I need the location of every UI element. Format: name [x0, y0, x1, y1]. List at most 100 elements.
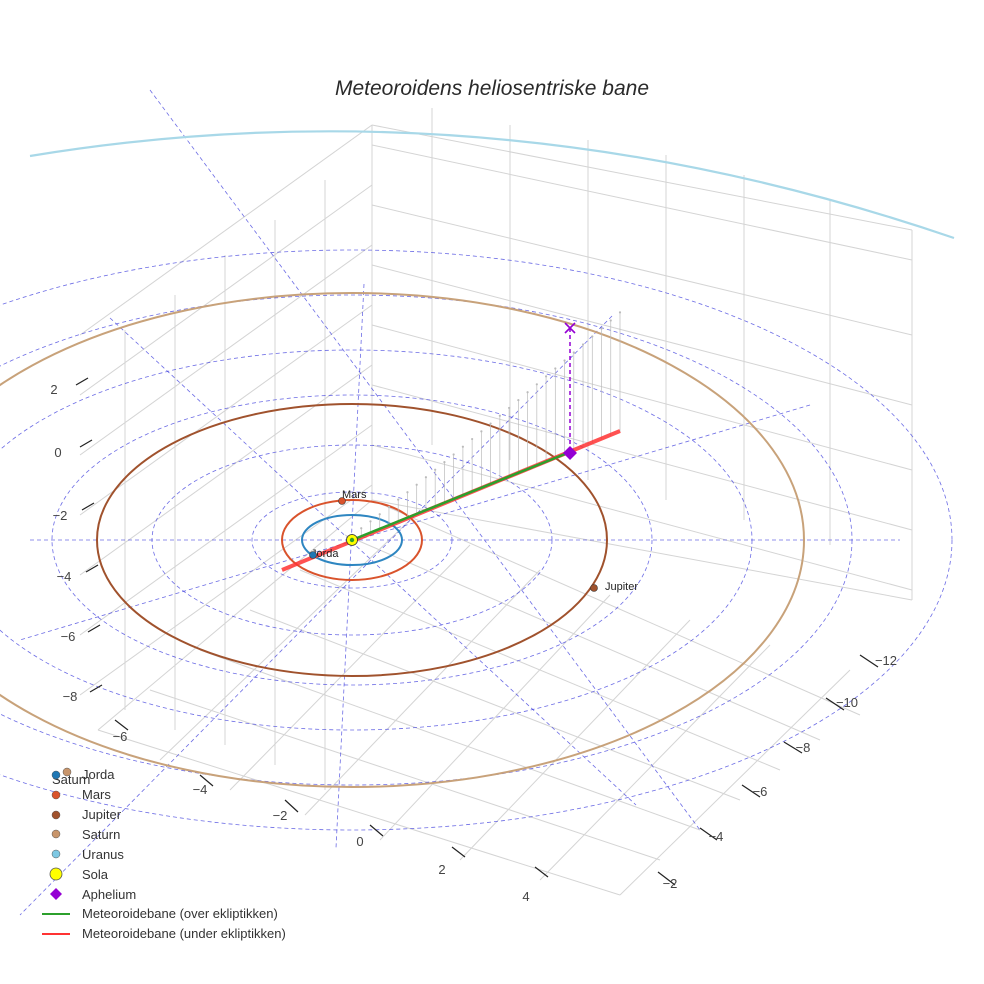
- jupiter-marker: [590, 584, 598, 592]
- mars-orbit: [281, 499, 423, 581]
- z-tick-mark-4: [87, 624, 101, 633]
- legend-label-saturn: Saturn: [82, 827, 120, 842]
- drop-line-marker: [369, 520, 372, 523]
- uranus-orbit: [29, 130, 955, 240]
- wall-grid-h-5: [371, 384, 913, 531]
- drop-line-marker: [544, 375, 548, 378]
- floor-grid-a-7: [619, 669, 851, 896]
- floor-grid-b-1: [149, 689, 661, 861]
- drop-line-marker: [471, 437, 474, 441]
- legend-label-sola: Sola: [82, 867, 109, 882]
- drop-line-marker: [618, 311, 622, 314]
- floor-grid-a-6: [539, 644, 771, 881]
- x-tick-label-5: −12: [875, 653, 897, 668]
- legend-overlap-saturn-label: Saturn: [52, 772, 90, 787]
- y-tick-label-4: 2: [438, 862, 445, 877]
- meteoroid-track-over: [351, 450, 571, 542]
- z-tick-label-3: −4: [57, 569, 72, 584]
- floor-grid-b-7: [371, 499, 913, 601]
- drop-line-marker: [397, 498, 400, 501]
- mars-label: Mars: [342, 489, 367, 501]
- saturn-orbit: [0, 292, 805, 788]
- legend-label-aphelium: Aphelium: [82, 887, 136, 902]
- floor-grid-a-2: [229, 544, 471, 791]
- wall-grid-h-1: [371, 144, 913, 261]
- z-tick-label-0: 2: [50, 382, 57, 397]
- y-tick-label-1: −4: [193, 782, 208, 797]
- drop-line-marker: [378, 513, 381, 516]
- z-tick-label-5: −8: [63, 689, 78, 704]
- drop-line-marker: [563, 359, 566, 362]
- leftwall-grid-h-6: [79, 484, 373, 696]
- x-tick-label-1: −4: [709, 829, 724, 844]
- legend-label-jupiter: Jupiter: [82, 807, 122, 822]
- x-tick-label-3: −8: [796, 740, 811, 755]
- legend-marker-uranus: [51, 849, 61, 859]
- legend-label-under: Meteoroidebane (under ekliptikken): [82, 926, 286, 941]
- wall-grid-h-2: [371, 204, 913, 336]
- legend-label-over: Meteoroidebane (over ekliptikken): [82, 906, 278, 921]
- grid-lines: [79, 108, 913, 896]
- legend-marker-saturn: [51, 829, 61, 839]
- wall-grid-h-3: [371, 264, 913, 406]
- legend[interactable]: Saturn Jorda Mars Jupiter Saturn Uranus …: [42, 767, 286, 941]
- jupiter-label: Jupiter: [605, 581, 638, 593]
- sola-center-dot: [349, 537, 355, 543]
- floor-grid-b-6: [371, 499, 861, 716]
- legend-label-uranus: Uranus: [82, 847, 124, 862]
- reference-radial-2: [335, 283, 365, 849]
- jorda-marker: [309, 551, 317, 559]
- drop-line-marker: [387, 505, 391, 509]
- x-tick-mark-4: [825, 697, 845, 711]
- drop-line-marker: [535, 383, 538, 386]
- floor-grid-b-2: [199, 649, 701, 831]
- y-tick-mark-1: [199, 774, 214, 787]
- drop-line-marker: [600, 327, 603, 330]
- drop-line-marker: [517, 398, 520, 402]
- reference-circle-6: [0, 249, 953, 831]
- z-tick-label-2: −2: [53, 508, 68, 523]
- drop-line-marker: [591, 335, 594, 338]
- leftwall-grid-h-3: [79, 304, 373, 516]
- legend-marker-jupiter: [51, 810, 61, 820]
- x-tick-label-0: −2: [663, 876, 678, 891]
- drop-line-marker: [415, 483, 418, 486]
- floor-grid-b-0: [97, 729, 621, 896]
- legend-marker-jorda: [51, 770, 61, 780]
- x-tick-mark-1: [699, 827, 718, 841]
- z-tick-mark-3: [85, 564, 99, 573]
- y-tick-label-3: 0: [356, 834, 363, 849]
- legend-marker-mars: [51, 790, 61, 800]
- chart-title: Meteoroidens heliosentriske bane: [335, 77, 649, 100]
- drop-line-marker: [452, 453, 455, 456]
- drop-line-marker: [434, 468, 437, 471]
- reference-radial-5: [149, 89, 701, 831]
- x-tick-mark-0: [657, 871, 676, 886]
- leftwall-grid-h-0: [79, 124, 373, 336]
- jorda-orbit: [301, 514, 403, 566]
- drop-line-marker: [424, 476, 428, 479]
- drop-line-marker: [508, 406, 511, 410]
- z-tick-mark-0: [75, 377, 89, 386]
- leftwall-grid-h-1: [79, 184, 373, 396]
- legend-marker-aphelium: [50, 888, 62, 900]
- x-tick-mark-2: [741, 784, 761, 798]
- wall-grid-h-0: [371, 124, 913, 231]
- drop-line-marker: [406, 491, 409, 494]
- y-tick-mark-2: [284, 799, 299, 813]
- z-tick-mark-5: [89, 684, 103, 693]
- z-tick-mark-1: [79, 439, 93, 448]
- planets: Mars Jorda Jupiter: [309, 489, 638, 593]
- jorda-label: Jorda: [311, 548, 339, 560]
- floor-grid-a-5: [459, 619, 691, 861]
- drop-line-marker: [489, 422, 492, 425]
- legend-marker-sola: [49, 867, 63, 881]
- floor-grid-b-3: [249, 609, 741, 801]
- floor-grid-a-0: [97, 499, 373, 731]
- reference-radial-1: [109, 317, 637, 806]
- reference-radial-3: [19, 315, 613, 916]
- z-tick-label-4: −6: [61, 629, 76, 644]
- y-tick-label-0: −6: [113, 729, 128, 744]
- aphelium-marker: [563, 446, 577, 460]
